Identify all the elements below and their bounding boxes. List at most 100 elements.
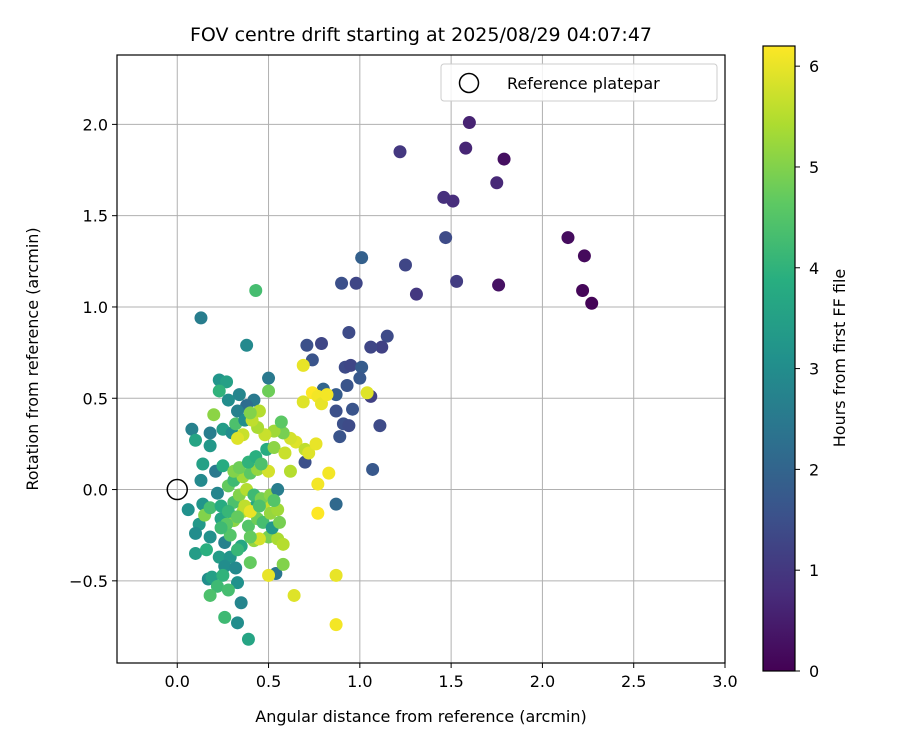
data-point [492,278,506,292]
colorbar-tick-label: 6 [809,57,819,76]
data-point [271,483,285,497]
data-point [203,501,217,515]
colorbar-tick-label: 0 [809,662,819,681]
data-point [346,402,360,416]
data-point [220,375,234,389]
data-point [314,336,328,350]
data-point [181,503,195,517]
data-point [439,231,453,245]
data-point [267,441,281,455]
x-tick-label: 0.0 [165,672,190,691]
data-point [276,537,290,551]
data-point [252,499,266,513]
data-point [189,546,203,560]
data-point [329,568,343,582]
data-point [274,415,288,429]
colorbar-tick-label: 2 [809,460,819,479]
data-point [375,340,389,354]
data-point [243,530,257,544]
data-point [194,311,208,325]
data-point [329,618,343,632]
data-point [221,583,235,597]
reference-platepar-marker [166,478,189,501]
data-point [577,249,591,263]
data-point [240,338,254,352]
data-point [364,340,378,354]
data-point [278,446,292,460]
plot-frame [116,54,726,664]
data-point [203,426,217,440]
data-point [335,276,349,290]
data-point [241,632,255,646]
y-axis-label: Rotation from reference (arcmin) [23,227,42,490]
data-point [243,406,257,420]
legend-entry-reference-platepar: Reference platepar [507,74,660,93]
data-point [189,433,203,447]
x-tick-label: 1.5 [438,672,463,691]
data-point [342,326,356,340]
data-point [320,388,334,402]
data-point [221,393,235,407]
data-point [232,388,246,402]
colorbar-tick-label: 3 [809,360,819,379]
colorbar: 0 1 2 3 4 5 6 Hours from first FF file [762,45,849,681]
data-point [459,141,473,155]
data-point [262,384,276,398]
x-tick-label: 2.0 [530,672,555,691]
legend: Reference platepar [440,63,718,102]
reference-marker [166,478,189,501]
x-axis-ticks: 0.0 0.5 1.0 1.5 2.0 2.5 3.0 [165,663,738,691]
data-point [309,437,323,451]
data-point [311,477,325,491]
data-point [450,274,464,288]
data-point [398,258,412,272]
data-point [196,457,210,471]
data-points [181,116,599,646]
data-point [333,430,347,444]
data-point [207,408,221,422]
data-point [409,287,423,301]
data-point [249,284,263,298]
data-point [203,588,217,602]
data-point [329,388,343,402]
data-point [214,521,228,535]
data-point [267,494,281,508]
data-point [231,543,245,557]
data-point [276,557,290,571]
data-point [344,358,358,372]
data-point [241,519,255,533]
data-point [231,404,245,418]
y-tick-label: 0.5 [83,389,108,408]
data-point [355,251,369,265]
data-point [360,386,374,400]
data-point [490,176,504,190]
data-point [393,145,407,159]
data-point [355,360,369,374]
data-point [254,457,268,471]
colorbar-label: Hours from first FF file [830,269,849,448]
data-point [272,515,286,529]
data-point [300,338,314,352]
chart-title: FOV centre drift starting at 2025/08/29 … [190,24,652,46]
data-point [194,473,208,487]
data-point [373,419,387,433]
data-point [342,419,356,433]
data-point [210,579,224,593]
data-point [283,464,297,478]
data-point [218,610,232,624]
data-point [302,446,316,460]
y-axis-ticks: −0.5 0.0 0.5 1.0 1.5 2.0 [69,115,117,591]
y-tick-label: 1.0 [83,298,108,317]
data-point [497,152,511,166]
data-point [437,190,451,204]
colorbar-gradient [763,46,795,671]
data-point [296,358,310,372]
data-point [231,616,245,630]
x-tick-label: 3.0 [712,672,737,691]
y-tick-label: −0.5 [69,572,108,591]
data-point [185,422,199,436]
x-tick-label: 2.5 [621,672,646,691]
data-point [296,395,310,409]
